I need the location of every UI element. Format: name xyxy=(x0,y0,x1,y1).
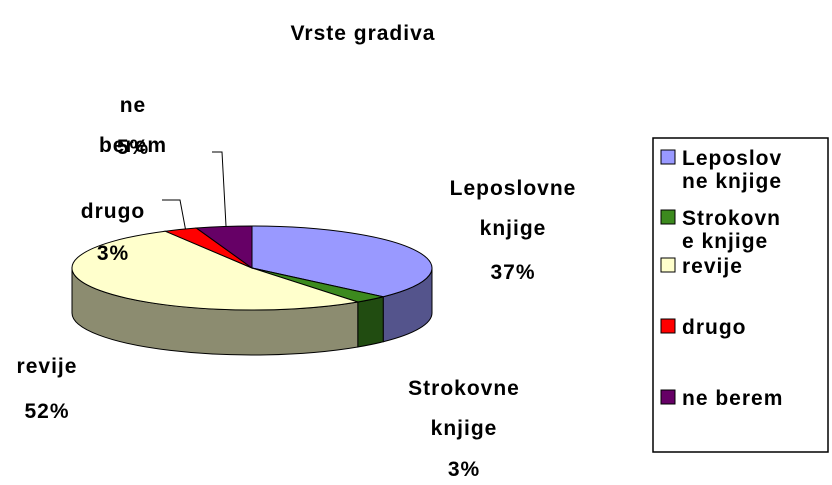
pie-slice xyxy=(194,225,253,269)
data-label-category: revije xyxy=(17,355,78,378)
pie-slice-side xyxy=(357,296,384,348)
legend-swatch xyxy=(660,389,676,405)
chart-title: Vrste gradiva xyxy=(291,22,436,45)
data-label-value: 3% xyxy=(448,458,480,481)
legend-swatch xyxy=(660,149,676,165)
data-label-value: 52% xyxy=(24,400,69,423)
legend-box xyxy=(652,137,829,453)
data-label-category: drugo xyxy=(81,200,145,223)
data-label-category: Strokovne knjige xyxy=(408,377,520,440)
legend-swatch xyxy=(660,318,676,334)
leader-line xyxy=(162,199,187,233)
legend-label: drugo xyxy=(682,316,746,339)
data-label-category: Leposlovne knjige xyxy=(450,177,577,240)
legend-label: revije xyxy=(682,255,743,278)
legend-swatch xyxy=(660,257,676,273)
data-label-value: 3% xyxy=(97,242,129,265)
legend-label: ne berem xyxy=(682,387,783,410)
data-label-value: 5% xyxy=(117,136,149,159)
legend-label: Leposlov ne knjige xyxy=(682,147,782,193)
leader-line xyxy=(212,151,227,227)
pie-slice xyxy=(71,230,358,311)
pie-slice xyxy=(251,225,433,298)
legend-label: Strokovn e knjige xyxy=(682,207,781,253)
legend-swatch xyxy=(660,209,676,225)
data-label-value: 37% xyxy=(490,261,535,284)
data-label-category: ne berem xyxy=(99,94,167,157)
